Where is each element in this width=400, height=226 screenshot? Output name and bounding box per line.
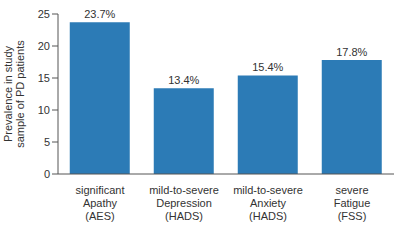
svg-text:20: 20 xyxy=(38,40,50,52)
svg-text:mild-to-severeDepression(HADS): mild-to-severeDepression(HADS) xyxy=(149,184,219,222)
svg-text:15: 15 xyxy=(38,72,50,84)
svg-text:significantApathy(AES): significantApathy(AES) xyxy=(76,184,125,222)
svg-text:25: 25 xyxy=(38,8,50,20)
svg-text:0: 0 xyxy=(44,168,50,180)
svg-text:5: 5 xyxy=(44,136,50,148)
svg-text:mild-to-severeAnxiety(HADS): mild-to-severeAnxiety(HADS) xyxy=(233,184,303,222)
svg-text:13.4%: 13.4% xyxy=(168,74,199,86)
svg-text:severeFatigue(FSS): severeFatigue(FSS) xyxy=(334,184,371,222)
svg-text:15.4%: 15.4% xyxy=(252,61,283,73)
svg-text:sample of PD patients: sample of PD patients xyxy=(14,40,26,148)
svg-text:10: 10 xyxy=(38,104,50,116)
svg-text:23.7%: 23.7% xyxy=(84,8,115,20)
svg-text:17.8%: 17.8% xyxy=(336,46,367,58)
